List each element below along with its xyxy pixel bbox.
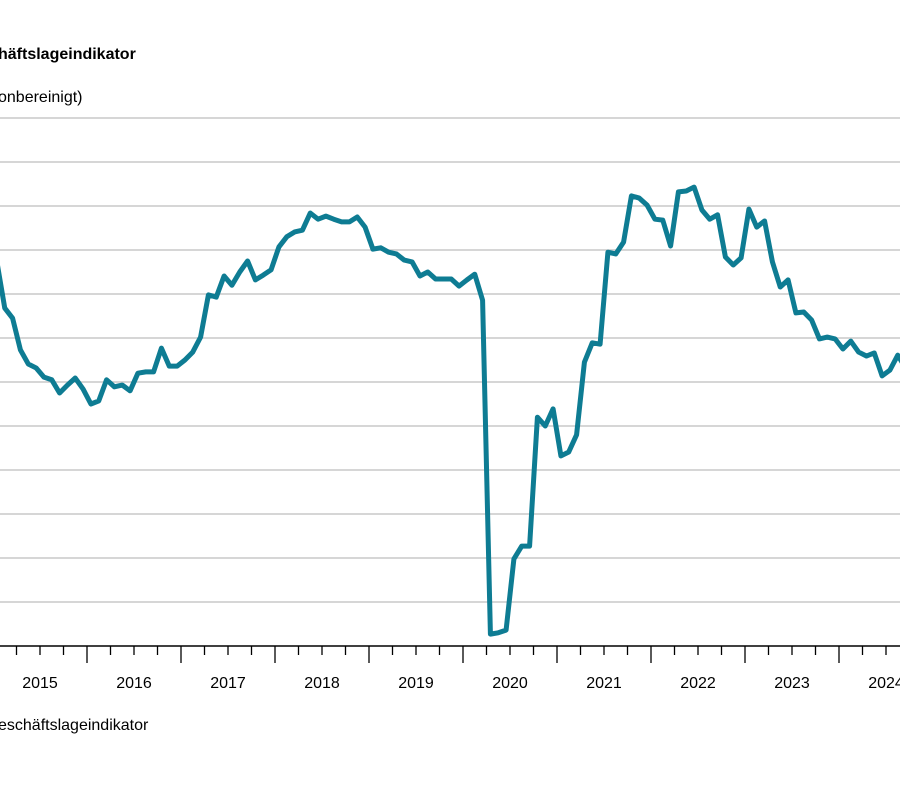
chart-subtitle: onbereinigt): [0, 89, 83, 106]
x-tick-label: 2023: [774, 675, 810, 692]
x-tick-label: 2017: [210, 675, 246, 692]
x-tick-label: 2024: [868, 675, 900, 692]
x-tick-label: 2015: [22, 675, 58, 692]
legend-entry: eschäftslageindikator: [0, 717, 149, 734]
x-tick-label: 2020: [492, 675, 528, 692]
x-tick-label: 2019: [398, 675, 434, 692]
x-tick-label: 2021: [586, 675, 622, 692]
x-tick-label: 2016: [116, 675, 152, 692]
x-tick-label: 2018: [304, 675, 340, 692]
chart-title: häftslageindikator: [0, 46, 136, 63]
series-line: [0, 184, 900, 637]
x-tick-label: 2022: [680, 675, 716, 692]
